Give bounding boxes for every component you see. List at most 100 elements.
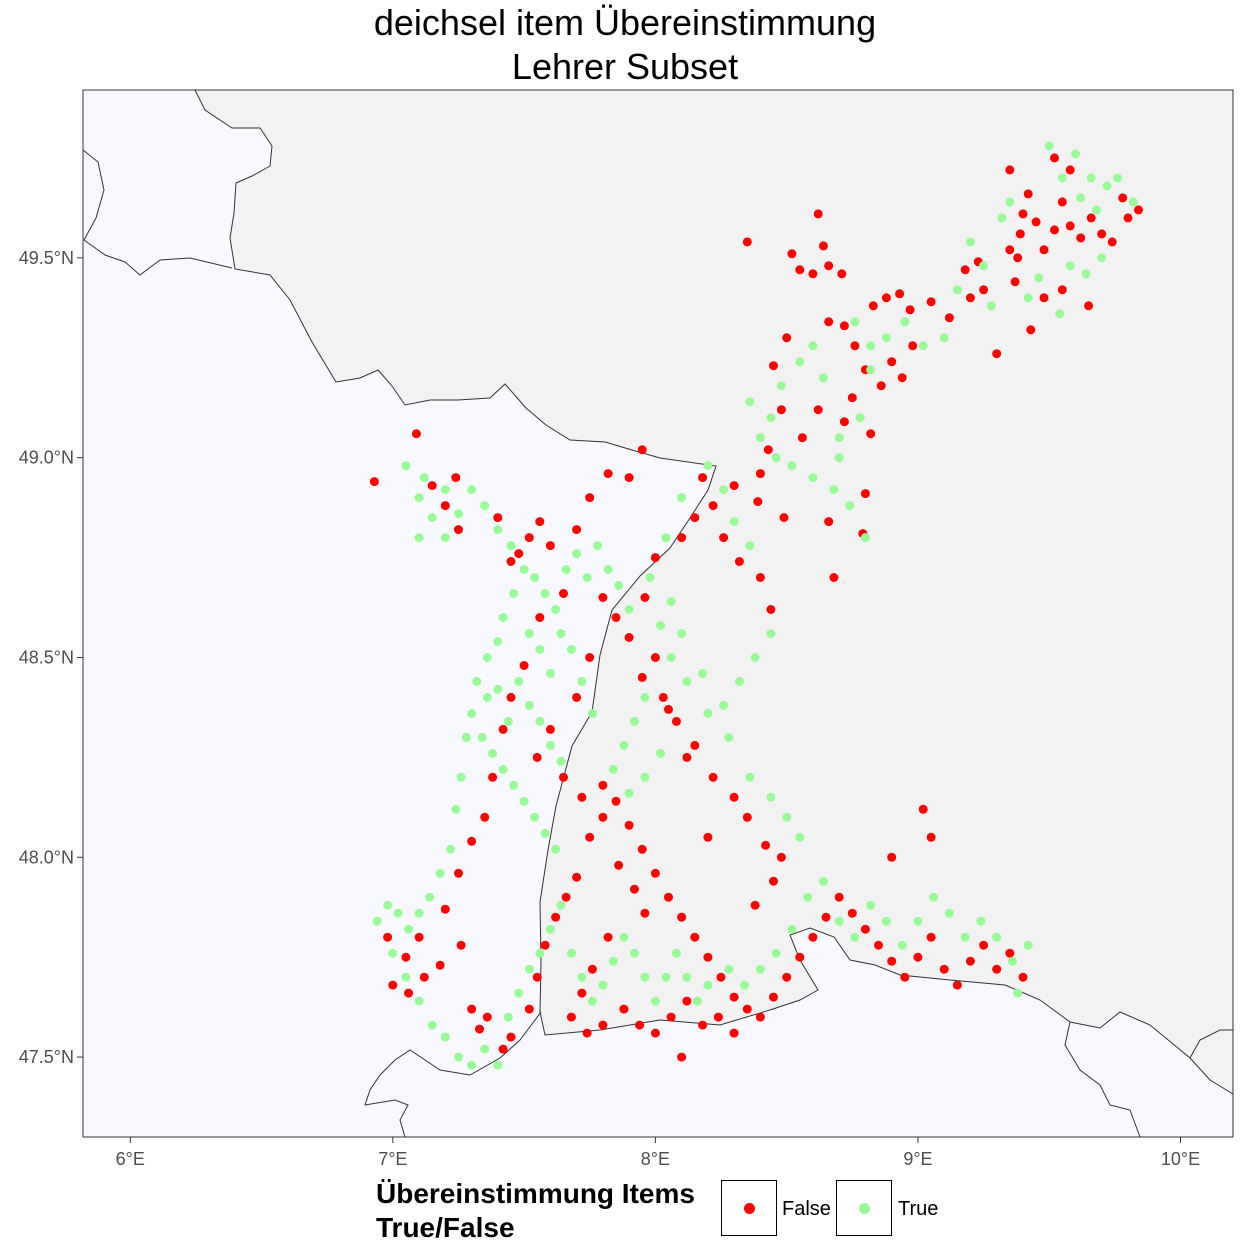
point-true-3 bbox=[1076, 193, 1086, 203]
point-false-28 bbox=[965, 293, 975, 303]
point-true-125 bbox=[771, 948, 781, 958]
point-false-172 bbox=[682, 996, 692, 1006]
point-false-121 bbox=[769, 992, 778, 1002]
point-true-155 bbox=[703, 461, 713, 471]
point-false-79 bbox=[535, 613, 545, 622]
point-false-123 bbox=[795, 952, 805, 962]
southwest-border bbox=[364, 1011, 542, 1138]
point-true-91 bbox=[383, 900, 393, 910]
point-false-173 bbox=[698, 1020, 708, 1030]
point-false-8 bbox=[782, 333, 792, 343]
point-false-38 bbox=[1031, 217, 1041, 227]
point-true-107 bbox=[556, 900, 566, 910]
point-false-46 bbox=[1107, 237, 1117, 247]
point-false-138 bbox=[992, 964, 1002, 974]
point-false-48 bbox=[1123, 213, 1133, 223]
point-false-165 bbox=[566, 1012, 576, 1022]
point-true-73 bbox=[519, 796, 529, 806]
point-true-102 bbox=[503, 1012, 513, 1022]
point-false-15 bbox=[779, 513, 789, 523]
point-true-78 bbox=[524, 700, 534, 710]
point-false-24 bbox=[895, 289, 905, 299]
point-false-158 bbox=[598, 780, 608, 790]
point-false-203 bbox=[585, 493, 595, 503]
point-false-34 bbox=[1010, 277, 1020, 287]
point-false-115 bbox=[690, 932, 700, 942]
point-false-143 bbox=[829, 573, 839, 582]
point-true-14 bbox=[1023, 293, 1033, 303]
point-true-37 bbox=[808, 473, 818, 483]
point-true-104 bbox=[524, 964, 534, 974]
point-false-42 bbox=[1065, 221, 1075, 231]
point-true-154 bbox=[677, 493, 687, 503]
point-false-180 bbox=[761, 840, 771, 850]
point-false-37 bbox=[1023, 189, 1033, 199]
point-false-33 bbox=[1005, 245, 1015, 255]
point-false-45 bbox=[1097, 229, 1107, 239]
point-false-82 bbox=[498, 724, 508, 734]
point-false-35 bbox=[1015, 229, 1025, 239]
southeast-border bbox=[1064, 1021, 1141, 1138]
point-false-97 bbox=[475, 1024, 484, 1034]
point-false-191 bbox=[690, 513, 700, 523]
point-false-77 bbox=[545, 541, 555, 551]
point-false-109 bbox=[611, 796, 621, 806]
point-true-119 bbox=[682, 972, 692, 982]
country-border bbox=[194, 89, 1234, 1095]
point-true-28 bbox=[818, 373, 828, 383]
point-true-92 bbox=[372, 916, 382, 926]
point-false-21 bbox=[850, 341, 860, 351]
point-false-200 bbox=[637, 445, 647, 455]
point-true-132 bbox=[881, 916, 891, 926]
point-false-44 bbox=[1086, 213, 1096, 223]
panel-frame bbox=[82, 89, 1234, 1138]
point-true-111 bbox=[598, 980, 608, 990]
point-true-40 bbox=[860, 533, 870, 543]
point-false-177 bbox=[750, 900, 760, 910]
point-false-93 bbox=[419, 972, 429, 982]
point-true-149 bbox=[682, 676, 692, 686]
point-false-201 bbox=[624, 473, 634, 483]
point-false-131 bbox=[900, 972, 910, 982]
point-false-74 bbox=[514, 549, 524, 559]
point-false-5 bbox=[824, 261, 834, 271]
point-false-117 bbox=[716, 972, 726, 982]
x-tick-label-3: 9°E bbox=[903, 1149, 932, 1169]
point-true-7 bbox=[1113, 173, 1122, 183]
point-false-141 bbox=[918, 804, 928, 814]
x-tick-label-2: 8°E bbox=[641, 1149, 670, 1169]
point-false-116 bbox=[703, 952, 713, 962]
point-true-76 bbox=[551, 844, 561, 854]
point-true-138 bbox=[976, 916, 986, 926]
point-true-129 bbox=[834, 916, 844, 926]
point-true-99 bbox=[467, 1060, 477, 1070]
point-false-102 bbox=[532, 972, 542, 982]
point-false-99 bbox=[498, 1044, 508, 1054]
point-false-175 bbox=[729, 1028, 739, 1038]
point-true-141 bbox=[1023, 940, 1033, 950]
point-true-41 bbox=[834, 453, 844, 463]
point-true-17 bbox=[986, 301, 996, 311]
point-true-157 bbox=[729, 517, 739, 527]
point-true-77 bbox=[514, 676, 524, 686]
point-false-9 bbox=[769, 361, 778, 371]
point-true-177 bbox=[545, 668, 555, 678]
point-true-80 bbox=[545, 740, 555, 750]
point-false-198 bbox=[493, 513, 503, 523]
point-false-92 bbox=[404, 988, 414, 998]
point-false-170 bbox=[650, 1028, 660, 1038]
point-true-173 bbox=[587, 708, 597, 718]
point-false-63 bbox=[908, 341, 918, 351]
point-true-156 bbox=[719, 485, 729, 495]
southeast-border-2 bbox=[1189, 1029, 1233, 1059]
point-true-8 bbox=[1128, 197, 1138, 207]
northwest-border bbox=[82, 149, 233, 276]
point-true-45 bbox=[414, 493, 424, 503]
point-false-119 bbox=[742, 1004, 752, 1014]
point-true-2 bbox=[1071, 149, 1080, 159]
point-false-94 bbox=[435, 960, 445, 970]
point-true-165 bbox=[666, 597, 676, 606]
point-true-108 bbox=[566, 948, 576, 958]
point-true-118 bbox=[671, 948, 681, 958]
